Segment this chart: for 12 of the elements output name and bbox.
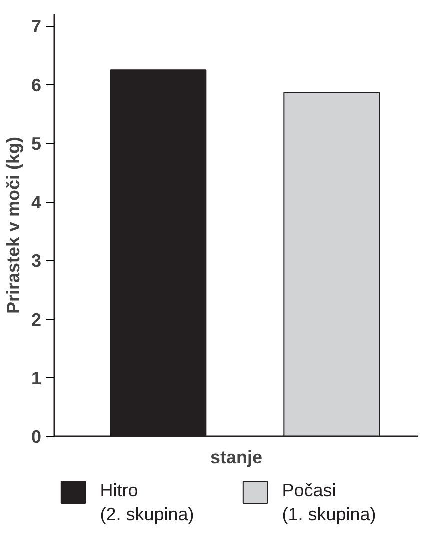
y-tick-label: 1: [31, 368, 42, 388]
y-tick-label: 0: [31, 427, 42, 447]
y-tick-label: 7: [31, 16, 42, 37]
legend-label: Počasi (1. skupina): [282, 480, 376, 524]
legend-label: Hitro (2. skupina): [100, 480, 194, 524]
y-tick-label: 5: [31, 134, 42, 154]
y-tick-label: 6: [31, 75, 42, 96]
y-axis-title: Prirastek v moči (kg): [3, 136, 24, 314]
y-tick-label: 2: [31, 310, 42, 330]
y-tick-label: 3: [31, 251, 42, 272]
x-axis-title: stanje: [210, 448, 263, 468]
y-tick-label: 4: [31, 192, 42, 213]
